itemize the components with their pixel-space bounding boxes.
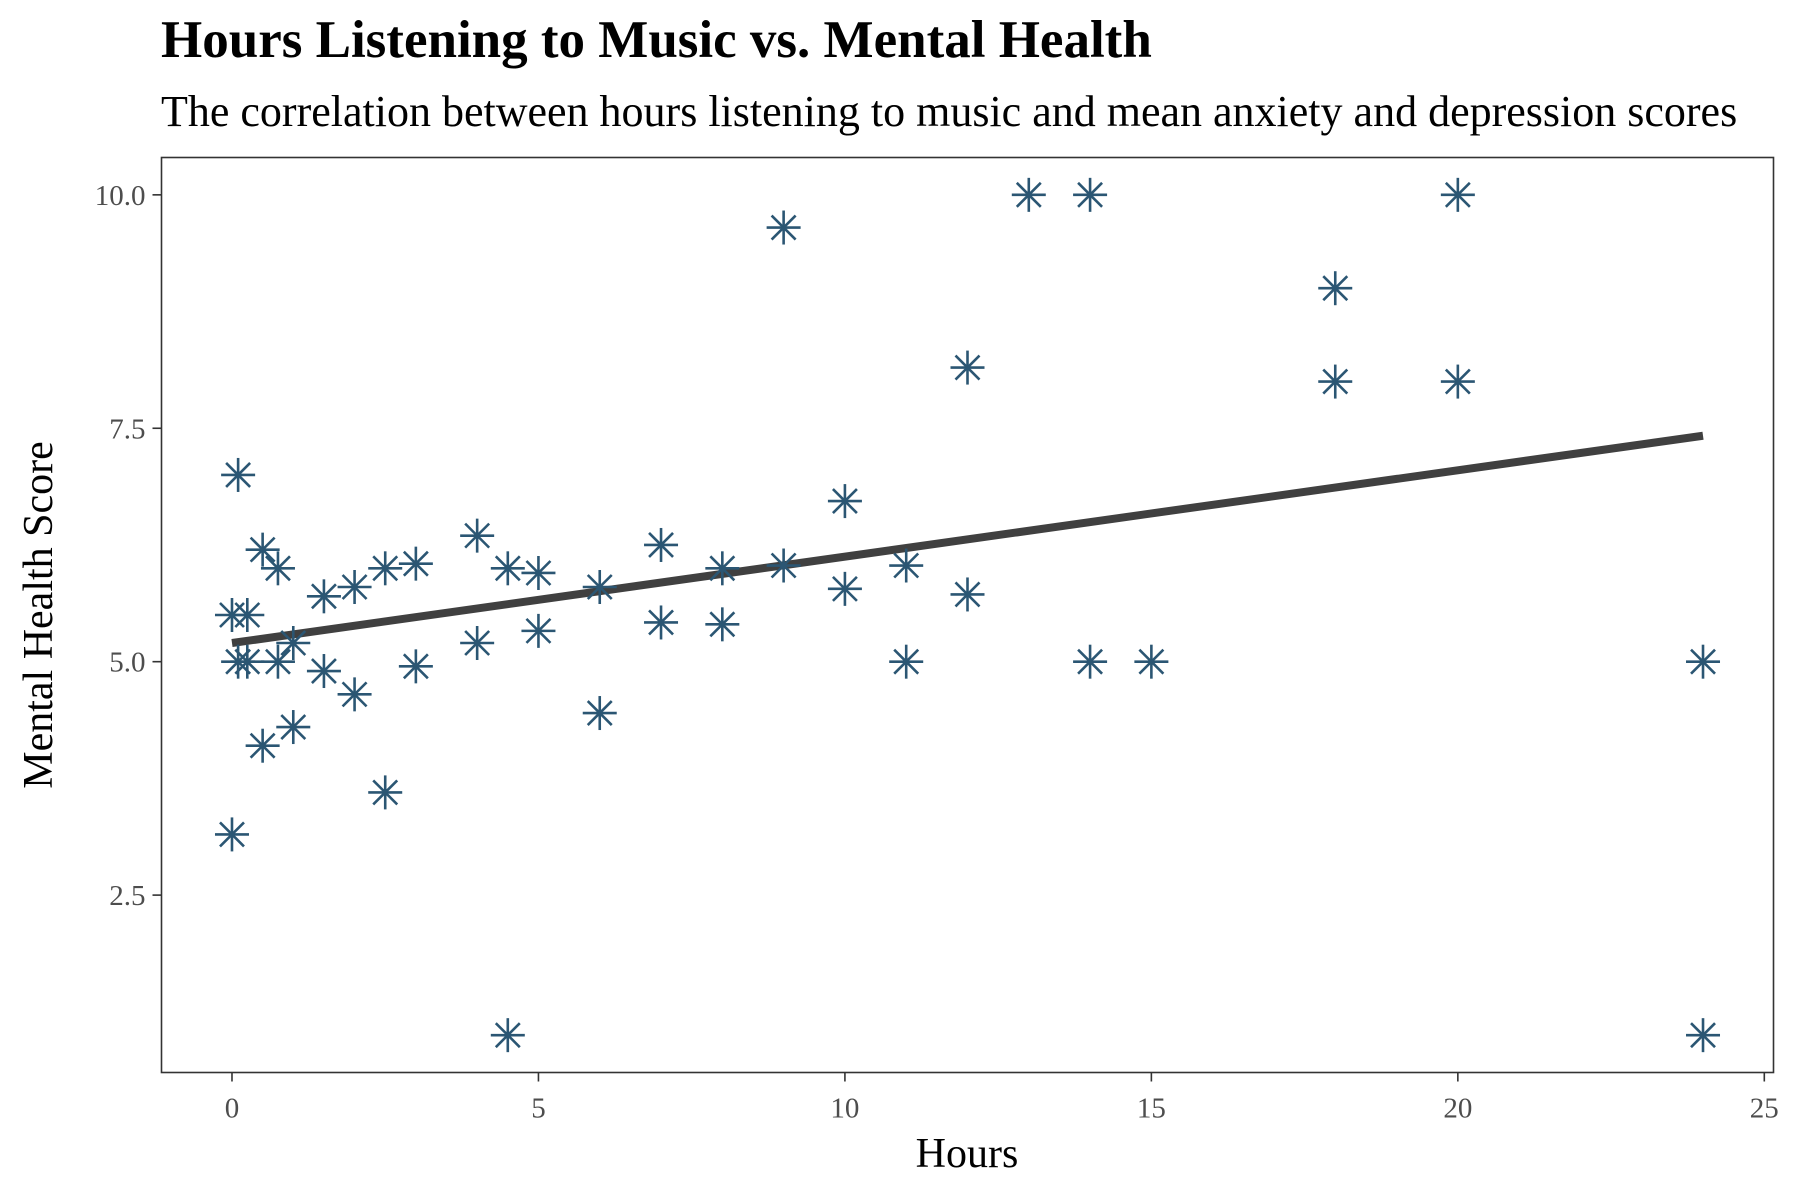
data-point xyxy=(260,644,295,679)
data-point xyxy=(705,551,740,586)
data-point xyxy=(398,546,433,581)
data-point xyxy=(1011,177,1046,212)
data-point xyxy=(1440,364,1475,399)
x-tick-label: 10 xyxy=(830,1093,859,1125)
data-point xyxy=(230,644,265,679)
x-tick-label: 20 xyxy=(1443,1093,1472,1125)
data-point xyxy=(460,518,495,553)
data-point xyxy=(398,649,433,684)
data-point xyxy=(230,598,265,632)
data-point xyxy=(766,210,801,245)
data-point xyxy=(245,532,280,567)
data-point xyxy=(276,710,311,745)
data-point xyxy=(490,551,525,586)
data-point xyxy=(276,626,311,661)
data-point xyxy=(582,696,617,731)
y-tick-label: 5.0 xyxy=(109,647,145,679)
data-point xyxy=(521,613,556,648)
x-axis-title: Hours xyxy=(916,1131,1019,1177)
y-axis: 2.5 5.0 7.5 10.0 xyxy=(95,180,162,912)
data-point xyxy=(337,677,372,712)
data-point xyxy=(705,607,740,642)
data-point xyxy=(521,555,556,590)
data-point xyxy=(1686,644,1721,679)
data-point xyxy=(245,728,280,763)
x-tick-label: 15 xyxy=(1137,1093,1166,1125)
data-point xyxy=(889,548,924,583)
data-point xyxy=(460,626,495,661)
y-axis-title: Mental Health Score xyxy=(16,441,62,789)
data-point xyxy=(306,654,341,689)
data-point xyxy=(368,775,403,810)
data-point xyxy=(368,551,403,586)
data-point xyxy=(221,457,256,492)
chart-subtitle: The correlation between hours listening … xyxy=(161,87,1738,136)
y-tick-label: 10.0 xyxy=(95,180,146,212)
data-point xyxy=(644,605,679,640)
data-point xyxy=(644,527,679,562)
x-axis: 0 5 10 15 20 25 xyxy=(225,1072,1779,1125)
data-point xyxy=(1073,177,1108,212)
points-layer xyxy=(214,177,1721,1053)
data-point xyxy=(827,571,862,606)
data-point xyxy=(582,569,617,604)
data-point xyxy=(1318,364,1353,399)
data-point xyxy=(1686,1018,1721,1053)
data-point xyxy=(337,569,372,604)
y-tick-label: 2.5 xyxy=(109,880,145,912)
trend-layer xyxy=(231,431,1704,647)
trend-line xyxy=(231,431,1704,647)
data-point xyxy=(214,817,249,852)
data-point xyxy=(490,1018,525,1053)
data-point xyxy=(827,484,862,519)
data-point xyxy=(1134,644,1169,679)
data-point xyxy=(260,551,295,586)
chart-title: Hours Listening to Music vs. Mental Heal… xyxy=(161,11,1152,69)
data-point xyxy=(766,548,801,583)
data-point xyxy=(1440,177,1475,212)
x-tick-label: 5 xyxy=(531,1093,546,1125)
x-tick-label: 0 xyxy=(225,1093,240,1125)
y-tick-label: 7.5 xyxy=(109,413,145,445)
x-tick-label: 25 xyxy=(1750,1093,1779,1125)
data-point xyxy=(889,644,924,679)
plot-panel-frame xyxy=(160,156,1775,1074)
data-point xyxy=(1073,644,1108,679)
data-point xyxy=(950,577,985,612)
data-point xyxy=(950,350,985,385)
data-point xyxy=(1318,271,1353,306)
data-point xyxy=(306,579,341,614)
